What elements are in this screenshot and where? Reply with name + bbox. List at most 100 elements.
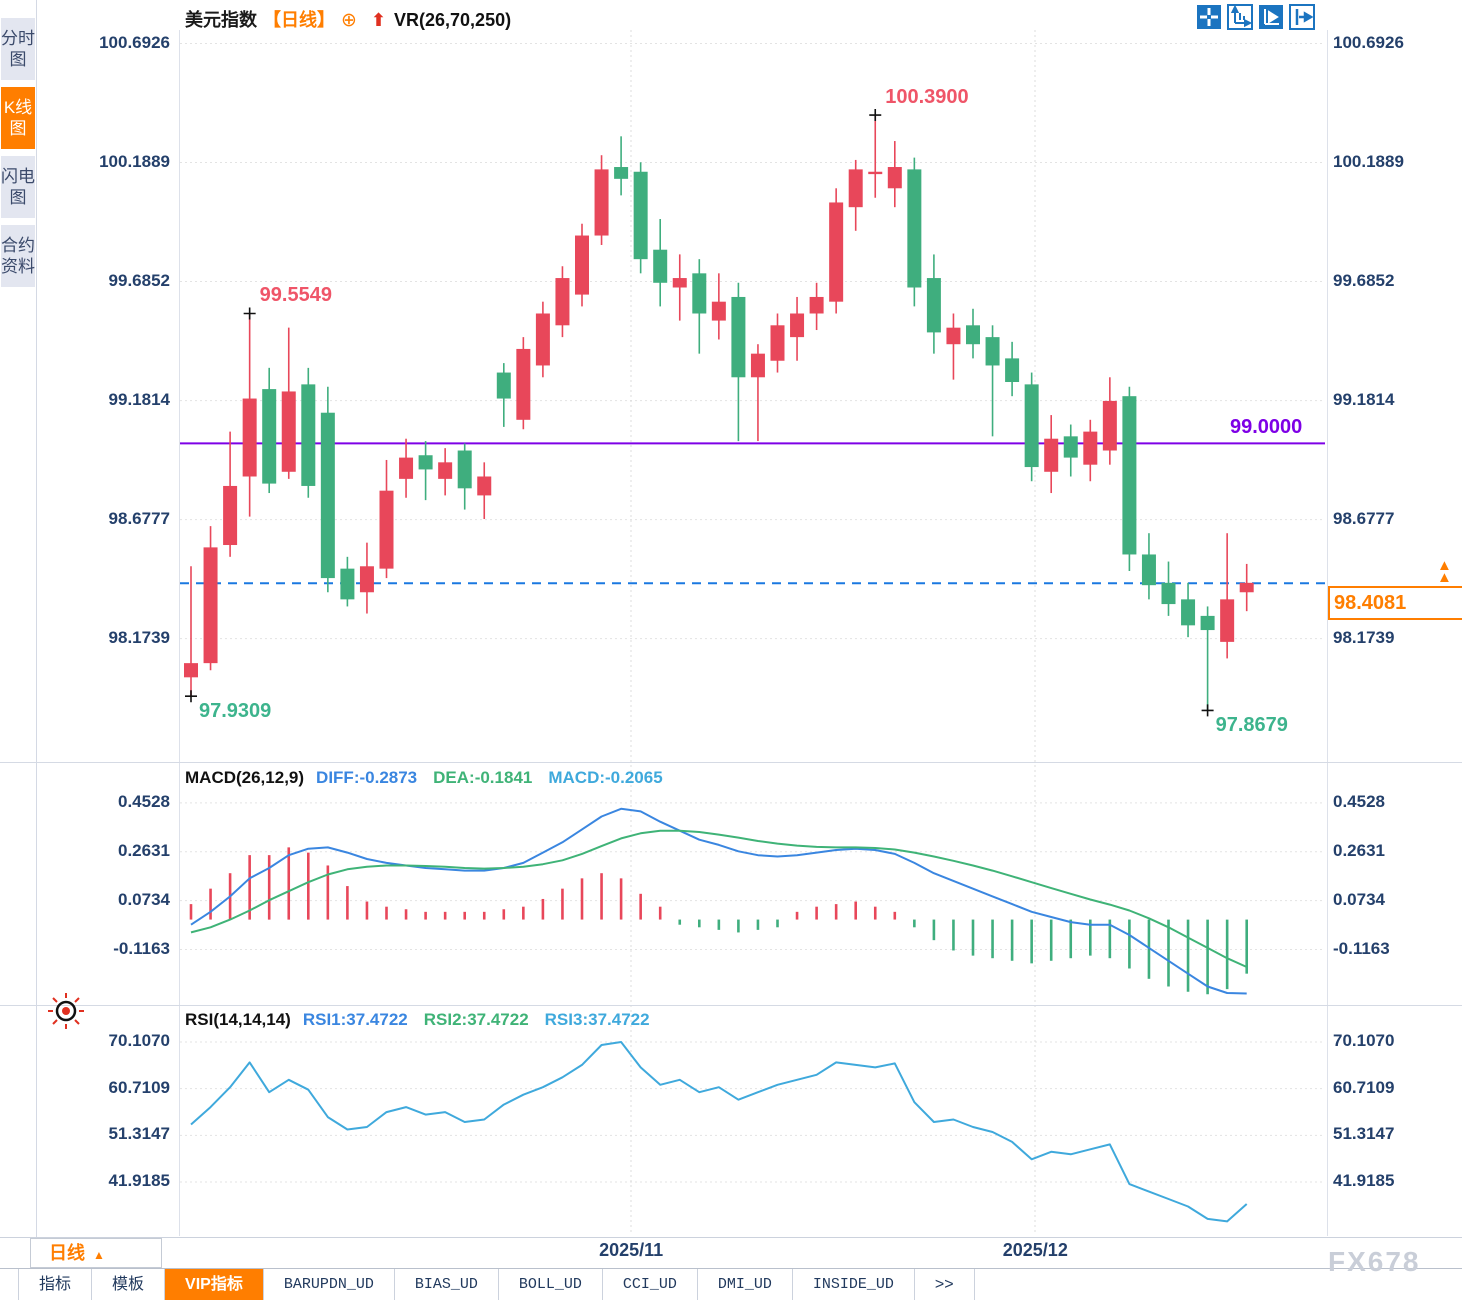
tab-bias_ud[interactable]: BIAS_UD — [395, 1269, 499, 1300]
candle-body[interactable] — [1161, 582, 1176, 605]
candle-body[interactable] — [1141, 554, 1156, 586]
candle-body[interactable] — [301, 384, 316, 486]
chart-toolbar — [1196, 4, 1315, 30]
price-ytick: 99.6852 — [1333, 270, 1395, 290]
candle-body[interactable] — [535, 313, 550, 366]
macd-ytick: -0.1163 — [113, 938, 170, 958]
candle-body[interactable] — [399, 457, 414, 479]
price-up-arrow-icon: ▲ ▲ — [1437, 557, 1452, 586]
candle-body[interactable] — [575, 235, 589, 295]
candle-body[interactable] — [1005, 358, 1020, 383]
price-ytick: 100.6926 — [99, 32, 170, 52]
price-ytick: 99.1814 — [108, 389, 170, 409]
chevron-up-icon: ▲ — [93, 1248, 105, 1262]
candle-body[interactable] — [320, 412, 335, 579]
price-annotation: 97.8679 — [1215, 714, 1288, 737]
candle-body[interactable] — [692, 273, 707, 314]
candle-body[interactable] — [184, 663, 198, 678]
add-indicator-icon[interactable]: ⊕ — [341, 10, 357, 31]
exit-right-icon[interactable] — [1289, 4, 1315, 30]
price-ytick: 98.6777 — [108, 508, 170, 528]
candle-body[interactable] — [1024, 384, 1039, 468]
candle-body[interactable] — [555, 278, 570, 326]
candle-body[interactable] — [1063, 436, 1078, 458]
candle-body[interactable] — [750, 353, 765, 378]
candle-body[interactable] — [926, 278, 941, 333]
candle-body[interactable] — [653, 249, 668, 283]
candle-body[interactable] — [477, 476, 492, 496]
candle-body[interactable] — [1102, 400, 1117, 451]
macd-ytick: 0.2631 — [1333, 840, 1385, 860]
sidebar-item-3[interactable]: 合约资料 — [1, 225, 35, 287]
sidebar-item-1[interactable]: K线图 — [1, 87, 35, 149]
rsi-ytick: 60.7109 — [108, 1077, 170, 1097]
axis-zoom-icon[interactable] — [1227, 4, 1253, 30]
candle-body[interactable] — [1083, 431, 1098, 465]
candle-body[interactable] — [457, 450, 472, 489]
candle-body[interactable] — [1239, 582, 1254, 593]
candle-body[interactable] — [731, 296, 746, 378]
candle-body[interactable] — [1220, 599, 1235, 642]
candle-body[interactable] — [809, 296, 824, 314]
candle-body[interactable] — [1181, 599, 1196, 626]
candle-body[interactable] — [887, 167, 902, 189]
rsi-title[interactable]: RSI(14,14,14) — [185, 1010, 291, 1029]
candle-body[interactable] — [262, 389, 277, 484]
candle-body[interactable] — [672, 278, 687, 288]
x-axis-row — [0, 1237, 1462, 1269]
candle-body[interactable] — [790, 313, 805, 338]
tab-vip[interactable]: VIP指标 — [165, 1269, 264, 1300]
tab-cci_ud[interactable]: CCI_UD — [603, 1269, 698, 1300]
candle-body[interactable] — [770, 325, 785, 361]
tab-[interactable]: 指标 — [19, 1269, 93, 1300]
candle-body[interactable] — [359, 566, 374, 593]
axis-play-icon[interactable] — [1258, 4, 1284, 30]
candle-body[interactable] — [966, 325, 980, 345]
candle-body[interactable] — [340, 568, 355, 600]
candle-body[interactable] — [907, 169, 922, 288]
alert-sun-icon[interactable] — [40, 988, 92, 1034]
candle-body[interactable] — [379, 490, 394, 569]
period-tag[interactable]: 【日线】 — [263, 10, 335, 30]
candle-body[interactable] — [868, 171, 883, 175]
macd-dea-line — [190, 829, 1248, 968]
candle-body[interactable] — [418, 455, 433, 470]
chart-plot-area[interactable] — [180, 30, 1326, 1236]
macd-diff-line — [190, 807, 1247, 995]
candle-body[interactable] — [985, 337, 1000, 366]
candle-body[interactable] — [516, 348, 531, 420]
candle-body[interactable] — [633, 171, 648, 260]
watermark-logo: FX678 — [1328, 1246, 1421, 1277]
sidebar-item-2[interactable]: 闪电图 — [1, 156, 35, 218]
candle-body[interactable] — [946, 327, 961, 345]
candle-body[interactable] — [711, 301, 726, 321]
period-dropdown-button[interactable]: 日线 ▲ — [30, 1238, 162, 1268]
tab->>[interactable]: >> — [915, 1269, 975, 1300]
tab-[interactable]: 模板 — [92, 1269, 166, 1300]
panel-separator[interactable] — [0, 1005, 1462, 1006]
candle-body[interactable] — [242, 398, 257, 477]
crosshair-icon[interactable] — [1196, 4, 1222, 30]
candle-body[interactable] — [848, 169, 863, 208]
candle-body[interactable] — [829, 202, 844, 302]
tab-dmi_ud[interactable]: DMI_UD — [698, 1269, 793, 1300]
candle-body[interactable] — [496, 372, 511, 399]
tab-barupdn_ud[interactable]: BARUPDN_UD — [264, 1269, 395, 1300]
tab-inside_ud[interactable]: INSIDE_UD — [793, 1269, 915, 1300]
rsi-ytick: 51.3147 — [108, 1124, 170, 1144]
candle-body[interactable] — [594, 169, 609, 236]
vr-indicator-label[interactable]: VR(26,70,250) — [394, 10, 512, 30]
candle-body[interactable] — [281, 391, 296, 472]
candle-body[interactable] — [614, 167, 629, 179]
candle-body[interactable] — [1200, 615, 1215, 631]
macd-title[interactable]: MACD(26,12,9) — [185, 768, 305, 787]
candle-body[interactable] — [1122, 396, 1137, 555]
panel-separator[interactable] — [0, 762, 1462, 763]
candle-body[interactable] — [438, 462, 453, 479]
candle-body[interactable] — [223, 485, 238, 546]
candle-body[interactable] — [203, 547, 218, 664]
price-ytick: 100.1889 — [1333, 151, 1404, 171]
tab-boll_ud[interactable]: BOLL_UD — [499, 1269, 603, 1300]
candle-body[interactable] — [1044, 438, 1059, 472]
sidebar-item-0[interactable]: 分时图 — [1, 18, 35, 80]
